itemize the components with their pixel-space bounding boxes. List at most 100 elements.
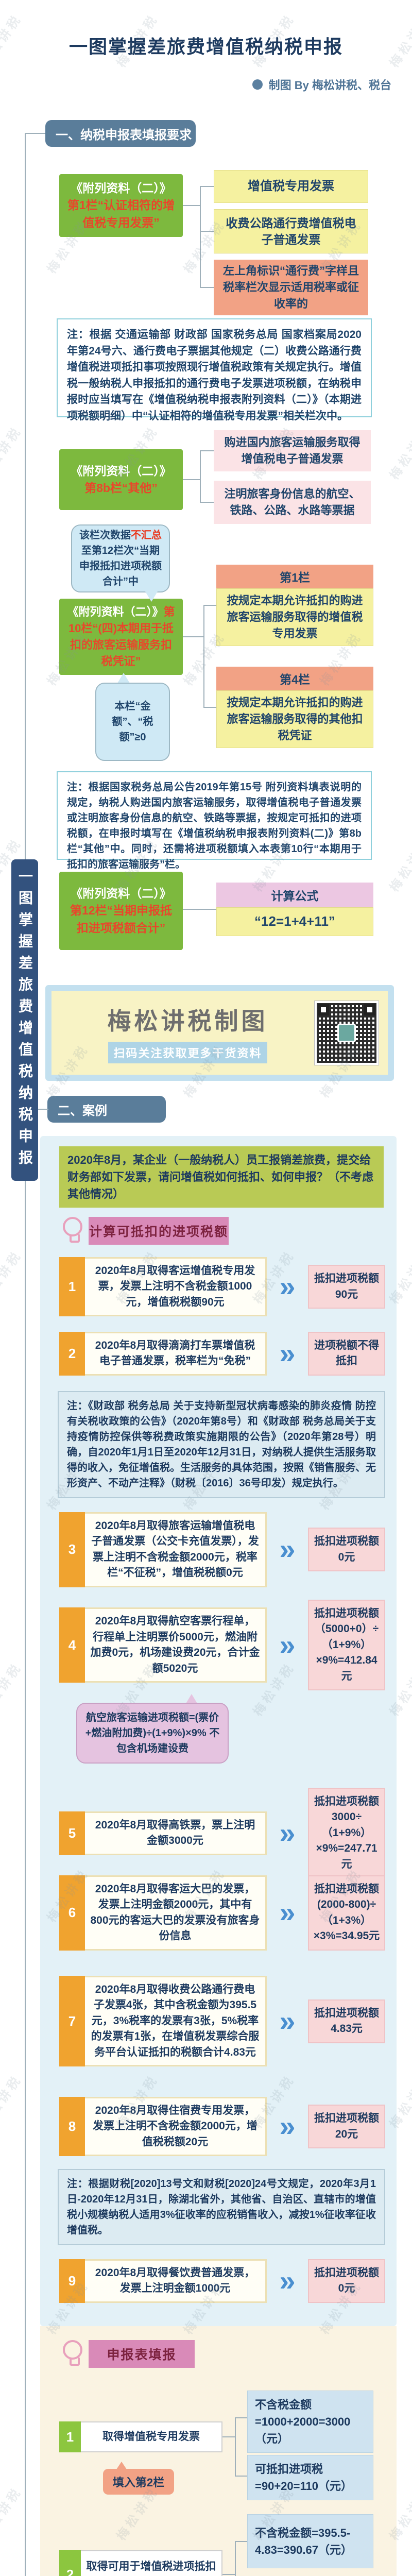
bubble2-text: 本栏“金额”、“税额”≥0 bbox=[112, 701, 153, 743]
case-item-text: 2020年8月取得滴滴打车票增值税电子普通发票，税率栏为“免税” bbox=[85, 1332, 267, 1376]
calc-header-label: 计算公式 bbox=[271, 889, 319, 903]
qr-center-logo bbox=[337, 1024, 356, 1042]
bubble1-pre: 该栏次数据 bbox=[79, 530, 131, 541]
case-item-7-group: 7 2020年8月取得收费公路通行费电子发票4张，其中含税金额为395.5元，3… bbox=[59, 1976, 267, 2067]
fill-item-number: 1 bbox=[59, 2421, 81, 2452]
case-item-number: 8 bbox=[59, 2097, 85, 2157]
green-box-col12-text: 《附列资料（二）》第12栏“当期申报抵扣进项税额合计” bbox=[65, 885, 177, 937]
bubble-no-aggregate: 该栏次数据不汇总至第12栏次“当期申报抵扣进项税额合计”中 bbox=[71, 524, 170, 592]
case-item-6: 6 2020年8月取得客运大巴的发票，发票上注明金额2000元，其中有800元的… bbox=[59, 1875, 385, 1951]
conn-b bbox=[183, 479, 200, 480]
conn-a bbox=[200, 186, 201, 288]
fill-item-2-amount: 不含税金额=395.5-4.83=390.67（元） bbox=[247, 2514, 373, 2568]
credit-line: 制图 By 梅松讲税、税台 bbox=[196, 76, 391, 93]
case-item-6-group: 6 2020年8月取得客运大巴的发票，发票上注明金额2000元，其中有800元的… bbox=[59, 1875, 267, 1951]
card-col1-header: 第1栏 bbox=[216, 565, 373, 588]
case-item-1-group: 1 2020年8月取得客运增值税专用发票，发票上注明不含税金额1000元，增值税… bbox=[59, 1257, 267, 1317]
conn-c bbox=[203, 707, 216, 708]
case-item-result: 进项税额不得抵扣 bbox=[308, 1332, 385, 1376]
fill-item-2: 2 取得可用于增值税进项抵扣的通行费电子发票 bbox=[59, 2550, 222, 2576]
bubble1-tail-icon bbox=[145, 591, 158, 602]
case-item-number: 5 bbox=[59, 1811, 85, 1855]
conn-c bbox=[183, 636, 203, 637]
card-col1-body: 按规定本期允许抵扣的购进旅客运输服务取得的增值税专用发票 bbox=[216, 588, 373, 646]
case-note-covid: 注：《财政部 税务总局 关于支持新型冠状病毒感染的肺炎疫情 防控有关税收政策的公… bbox=[58, 1391, 385, 1498]
watermark-text: 梅松讲税 bbox=[0, 2072, 25, 2131]
green-box-col10: 《附列资料（二）》第10栏“(四)本期用于抵扣的旅客运输服务扣税凭证” bbox=[59, 599, 183, 675]
conn-d2 bbox=[222, 2574, 235, 2575]
s1-label: 左上角标识“通行费”字样且税率栏次显示适用税率或征收率的 bbox=[222, 264, 359, 310]
banner-title: 梅松讲税制图 bbox=[107, 1008, 268, 1035]
conn-d2 bbox=[235, 2541, 236, 2576]
case-intro: 2020年8月，某企业（一般纳税人）员工报销差旅费，提交给财务部如下发票，请问增… bbox=[59, 1146, 384, 1208]
green-box-col1: 《附列资料（二）》第1栏“认证相符的增值税专用发票” bbox=[59, 174, 183, 237]
watermark-text: 梅松讲税 bbox=[387, 836, 412, 895]
chevron-right-icon: » bbox=[279, 1816, 296, 1849]
g3-red: 第10栏“(四)本期用于抵扣的旅客运输服务扣税凭证” bbox=[68, 605, 175, 668]
bubble-no-aggregate-text: 该栏次数据不汇总至第12栏次“当期申报抵扣进项税额合计”中 bbox=[79, 528, 162, 589]
bubble-air-tail-icon bbox=[185, 1694, 198, 1704]
case-item-number: 3 bbox=[59, 1512, 85, 1587]
case-item-result: 抵扣进项税额3000÷（1+9%）×9%=247.71元 bbox=[308, 1788, 385, 1879]
case-item-result: 抵扣进项税额0元 bbox=[308, 1528, 385, 1572]
chevron-right-icon: » bbox=[279, 2004, 296, 2037]
calc-formula-header: 计算公式 bbox=[216, 883, 373, 907]
watermark-text: 梅松讲税 bbox=[0, 423, 25, 483]
case-item-2-group: 2 2020年8月取得滴滴打车票增值税电子普通发票，税率栏为“免税” bbox=[59, 1332, 267, 1376]
bubble1-post: 至第12栏次“当期申报抵扣进项税额合计”中 bbox=[79, 545, 162, 587]
watermark-text: 梅松讲税 bbox=[0, 1660, 25, 1719]
case-item-number: 6 bbox=[59, 1875, 85, 1951]
promo-banner: 梅松讲税制图 扫码关注获取更多干货资料 bbox=[45, 985, 394, 1081]
case-item-text: 2020年8月取得客运大巴的发票，发票上注明金额2000元，其中有800元的客运… bbox=[85, 1875, 267, 1951]
calc-formula-body: “12=1+4+11” bbox=[216, 907, 373, 936]
case-item-number: 1 bbox=[59, 1257, 85, 1317]
case-item-text: 2020年8月取得旅客运输增值税电子普通发票（公交卡充值发票），发票上注明不含税… bbox=[85, 1512, 267, 1587]
bubble-amount-gte0: 本栏“金额”、“税额”≥0 bbox=[95, 683, 170, 761]
case-item-7: 7 2020年8月取得收费公路通行费电子发票4张，其中含税金额为395.5元，3… bbox=[59, 1976, 385, 2067]
y1-label: 增值税专用发票 bbox=[248, 179, 334, 194]
case-item-text: 2020年8月取得航空客票行程单，行程单上注明票价5000元，燃油附加费0元，机… bbox=[85, 1607, 267, 1683]
fill-item-1-callout: 填入第2栏 bbox=[103, 2462, 174, 2495]
case-item-result: 抵扣进项税额4.83元 bbox=[308, 1999, 385, 2043]
section1-heading: 一、纳税申报表填报要求 bbox=[45, 120, 196, 147]
conn-a bbox=[200, 231, 214, 232]
credit-text: 制图 By 梅松讲税、税台 bbox=[268, 79, 391, 92]
chevron-right-icon: » bbox=[279, 2110, 296, 2143]
conn-b bbox=[200, 450, 201, 503]
fill-section-label: 申报表填报 bbox=[89, 2340, 195, 2368]
watermark-text: 梅松讲税 bbox=[0, 2484, 25, 2544]
section2-heading-label: 二、案例 bbox=[58, 1104, 107, 1118]
conn-d1 bbox=[235, 2417, 236, 2477]
case-item-8-group: 8 2020年8月取得住宿费专用发票，发票上注明不含税金额2000元，增值税税额… bbox=[59, 2097, 267, 2157]
note-toll-policy: 注：根据 交通运输部 财政部 国家税务总局 国家档案局2020年第24号六、通行… bbox=[57, 318, 372, 422]
conn-a bbox=[200, 186, 214, 187]
case-item-result: 抵扣进项税额（5000+0）÷（1+9%）×9%=412.84元 bbox=[308, 1600, 385, 1691]
chevron-right-icon: » bbox=[279, 1628, 296, 1661]
case-item-4-group: 4 2020年8月取得航空客票行程单，行程单上注明票价5000元，燃油附加费0元… bbox=[59, 1607, 267, 1683]
fill-item-text: 取得可用于增值税进项抵扣的通行费电子发票 bbox=[81, 2550, 222, 2576]
case-item-result: 抵扣进项税额0元 bbox=[308, 2259, 385, 2303]
yellow-box-special-invoice: 增值税专用发票 bbox=[214, 170, 368, 203]
case-item-5-group: 5 2020年8月取得高铁票，票上注明金额3000元 bbox=[59, 1811, 267, 1855]
note-8b-policy: 注：根据国家税务总局公告2019年第15号 附列资料填表说明的规定，纳税人购进国… bbox=[57, 771, 372, 870]
pink-box-identity-tickets: 注明旅客身份信息的航空、铁路、公路、水路等票据 bbox=[214, 481, 371, 524]
green-box-col8b-text: 《附列资料（二）》第8b栏“其他” bbox=[65, 463, 177, 497]
stub-section1 bbox=[25, 133, 45, 134]
bubble1-red: 不汇总 bbox=[131, 530, 162, 541]
chevron-right-icon: » bbox=[279, 1896, 296, 1929]
green-box-col12: 《附列资料（二）》第12栏“当期申报抵扣进项税额合计” bbox=[59, 872, 183, 950]
g3-white: 《附列资料（二）》 bbox=[67, 605, 164, 619]
fill-item-1-tax: 可抵扣进项税=90+20=110（元） bbox=[247, 2455, 373, 2500]
g2-white: 《附列资料（二）》 bbox=[71, 464, 171, 478]
case-item-result: 抵扣进项税额90元 bbox=[308, 1265, 385, 1309]
conn-d1 bbox=[222, 2436, 235, 2437]
chevron-right-icon: » bbox=[279, 2264, 296, 2297]
chevron-right-icon: » bbox=[279, 1533, 296, 1566]
chevron-right-icon: » bbox=[279, 1270, 296, 1303]
card-col4-body: 按规定本期允许抵扣的购进旅客运输服务取得的其他扣税凭证 bbox=[216, 690, 373, 748]
conn-d1 bbox=[235, 2476, 247, 2477]
case-item-2: 2 2020年8月取得滴滴打车票增值税电子普通发票，税率栏为“免税” » 进项税… bbox=[59, 1332, 385, 1376]
green-box-col8b: 《附列资料（二）》第8b栏“其他” bbox=[59, 449, 183, 510]
g2-red: 第8b栏“其他” bbox=[84, 481, 158, 495]
lightbulb-icon bbox=[63, 2340, 82, 2366]
